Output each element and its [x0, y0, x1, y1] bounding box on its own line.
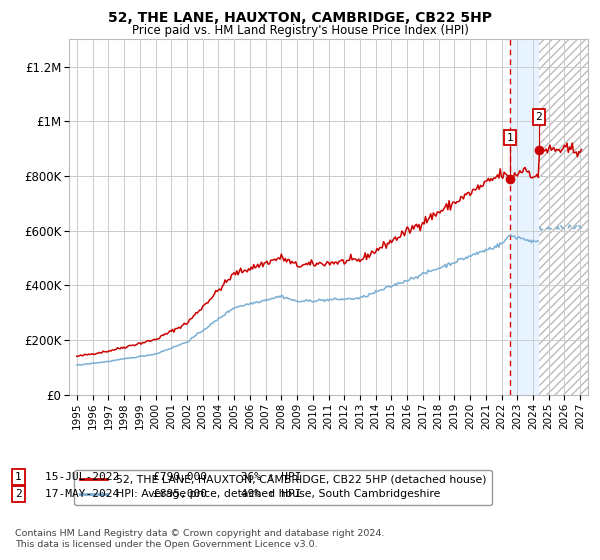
Text: 1: 1	[506, 133, 514, 143]
Legend: 52, THE LANE, HAUXTON, CAMBRIDGE, CB22 5HP (detached house), HPI: Average price,: 52, THE LANE, HAUXTON, CAMBRIDGE, CB22 5…	[74, 469, 491, 505]
Bar	[539, 39, 588, 395]
Text: 2: 2	[536, 112, 542, 122]
Text: 2: 2	[15, 489, 22, 499]
Text: 1: 1	[15, 472, 22, 482]
Text: Contains HM Land Registry data © Crown copyright and database right 2024.
This d: Contains HM Land Registry data © Crown c…	[15, 529, 385, 549]
Bar	[510, 39, 539, 395]
Text: Price paid vs. HM Land Registry's House Price Index (HPI): Price paid vs. HM Land Registry's House …	[131, 24, 469, 36]
Bar	[539, 39, 588, 395]
Text: 17-MAY-2024     £895,000     49% ↑ HPI: 17-MAY-2024 £895,000 49% ↑ HPI	[45, 489, 302, 499]
Text: 15-JUL-2022     £790,000     36% ↑ HPI: 15-JUL-2022 £790,000 36% ↑ HPI	[45, 472, 302, 482]
Text: 52, THE LANE, HAUXTON, CAMBRIDGE, CB22 5HP: 52, THE LANE, HAUXTON, CAMBRIDGE, CB22 5…	[108, 11, 492, 25]
